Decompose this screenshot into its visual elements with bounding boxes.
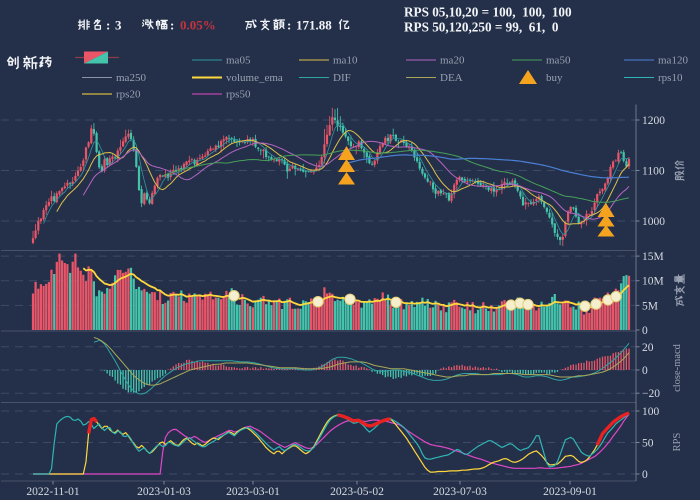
svg-text:15M: 15M bbox=[642, 251, 664, 263]
svg-text:ma120: ma120 bbox=[658, 55, 688, 67]
svg-text:ma250: ma250 bbox=[116, 72, 146, 84]
svg-text:2022-11-01: 2022-11-01 bbox=[26, 486, 79, 498]
svg-text:0.05%: 0.05% bbox=[180, 18, 216, 33]
svg-text:0: 0 bbox=[642, 365, 648, 377]
svg-text:1100: 1100 bbox=[642, 166, 665, 178]
svg-text:DEA: DEA bbox=[440, 72, 463, 84]
svg-text:−20: −20 bbox=[642, 388, 660, 400]
svg-text:RPS 50,120,250 = 99, 61, 0: RPS 50,120,250 = 99, 61, 0 bbox=[404, 20, 559, 35]
svg-text:3: 3 bbox=[115, 18, 122, 33]
svg-text:RPS: RPS bbox=[672, 433, 683, 452]
svg-text:2023-03-01: 2023-03-01 bbox=[226, 486, 280, 498]
svg-text:1000: 1000 bbox=[642, 216, 665, 228]
svg-text:close-macd: close-macd bbox=[672, 343, 683, 392]
svg-text:DIF: DIF bbox=[333, 72, 351, 84]
svg-text:2023-05-02: 2023-05-02 bbox=[330, 486, 384, 498]
svg-text:2023-01-03: 2023-01-03 bbox=[137, 486, 191, 498]
svg-text::: : bbox=[287, 18, 291, 33]
svg-text:50: 50 bbox=[642, 438, 654, 450]
svg-text::: : bbox=[170, 18, 174, 33]
svg-text:RPS 05,10,20 = 100, 100, 100: RPS 05,10,20 = 100, 100, 100 bbox=[404, 5, 572, 20]
svg-text:10M: 10M bbox=[642, 276, 664, 288]
svg-text:rps10: rps10 bbox=[658, 72, 683, 84]
svg-text:ma10: ma10 bbox=[333, 55, 358, 67]
svg-text:1200: 1200 bbox=[642, 115, 665, 127]
svg-text:20: 20 bbox=[642, 342, 654, 354]
svg-text:rps20: rps20 bbox=[116, 89, 141, 101]
svg-text:171.88: 171.88 bbox=[296, 18, 332, 33]
svg-text:volume_ema: volume_ema bbox=[226, 72, 283, 84]
svg-text:0: 0 bbox=[642, 325, 648, 337]
svg-text:buy: buy bbox=[546, 72, 563, 84]
svg-text:2023-07-03: 2023-07-03 bbox=[433, 486, 487, 498]
svg-text::: : bbox=[106, 18, 110, 33]
svg-text:2023-09-01: 2023-09-01 bbox=[543, 486, 597, 498]
svg-text:5M: 5M bbox=[642, 300, 658, 312]
svg-text:0: 0 bbox=[642, 469, 648, 481]
svg-text:ma20: ma20 bbox=[440, 55, 465, 67]
svg-text:rps50: rps50 bbox=[226, 89, 251, 101]
svg-text:ma05: ma05 bbox=[226, 55, 251, 67]
svg-text:100: 100 bbox=[642, 406, 660, 418]
svg-text:ma50: ma50 bbox=[546, 55, 571, 67]
